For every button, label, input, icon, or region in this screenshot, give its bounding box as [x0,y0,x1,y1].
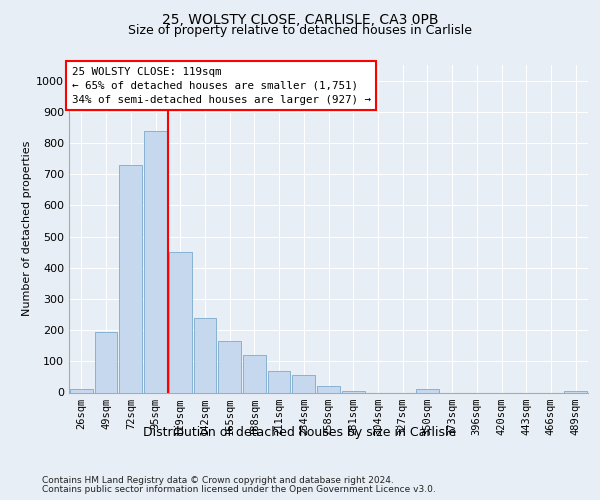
Text: Contains HM Land Registry data © Crown copyright and database right 2024.: Contains HM Land Registry data © Crown c… [42,476,394,485]
Bar [144,130,167,392]
Bar [119,165,142,392]
Bar [416,390,439,392]
Text: 25 WOLSTY CLOSE: 119sqm
← 65% of detached houses are smaller (1,751)
34% of semi: 25 WOLSTY CLOSE: 119sqm ← 65% of detache… [71,66,371,104]
Text: Size of property relative to detached houses in Carlisle: Size of property relative to detached ho… [128,24,472,37]
Bar [95,332,118,392]
Bar [292,376,315,392]
Bar [268,370,290,392]
Bar [243,355,266,393]
Bar [317,386,340,392]
Text: 25, WOLSTY CLOSE, CARLISLE, CA3 0PB: 25, WOLSTY CLOSE, CARLISLE, CA3 0PB [162,12,438,26]
Bar [564,391,587,392]
Y-axis label: Number of detached properties: Number of detached properties [22,141,32,316]
Bar [194,318,216,392]
Bar [70,390,93,392]
Bar [342,391,365,392]
Text: Distribution of detached houses by size in Carlisle: Distribution of detached houses by size … [143,426,457,439]
Text: Contains public sector information licensed under the Open Government Licence v3: Contains public sector information licen… [42,485,436,494]
Bar [169,252,191,392]
Bar [218,341,241,392]
